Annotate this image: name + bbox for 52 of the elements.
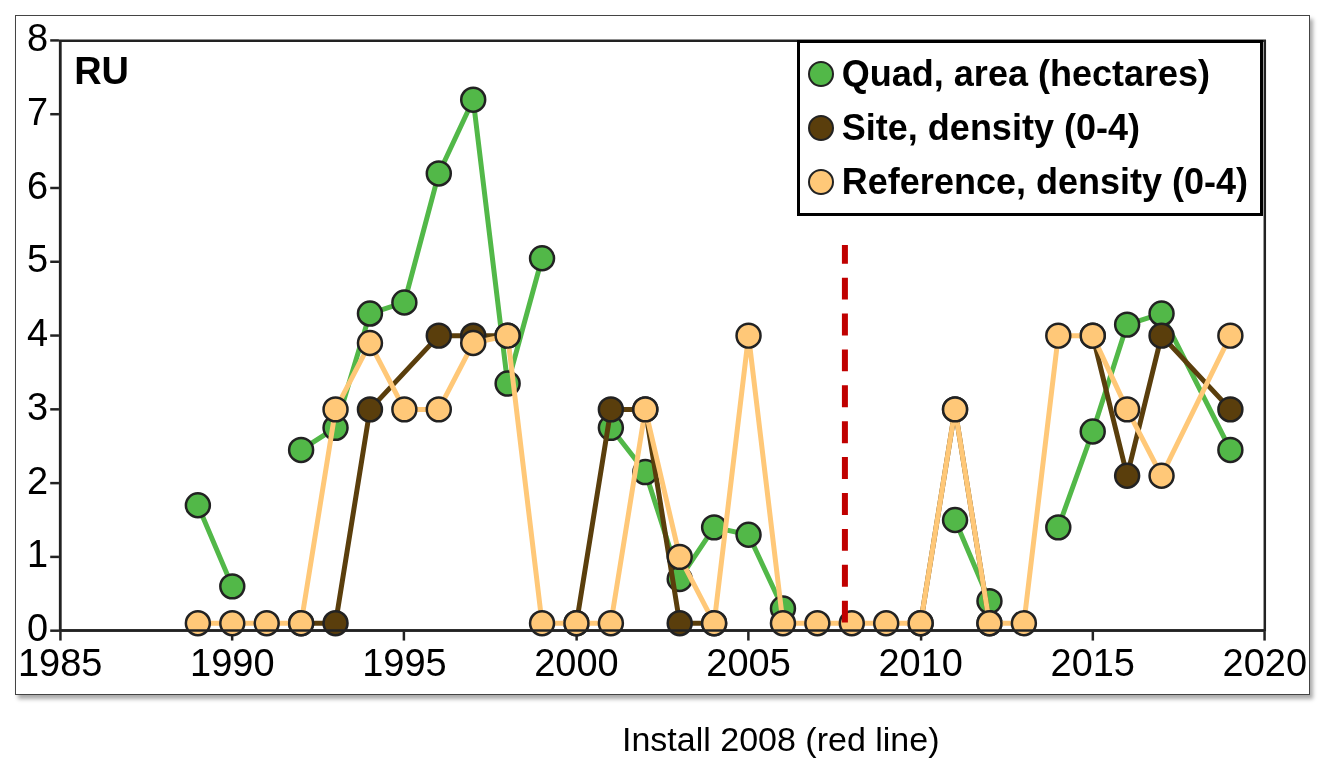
point [666,543,693,571]
y-tick-label: 3 [27,385,49,428]
point [391,289,418,316]
point [425,322,453,349]
point [356,396,384,423]
y-tick-label: 2 [27,459,49,502]
x-tick-label: 1995 [362,641,447,684]
point [528,245,556,272]
point [1148,462,1175,489]
x-tick-label: 1990 [190,641,275,684]
point [1113,396,1141,423]
point [219,573,246,600]
point [735,521,762,548]
point [1045,322,1072,349]
point [425,160,453,187]
point [1079,418,1106,445]
point [941,506,969,534]
point [735,322,762,349]
point [1217,436,1244,464]
point [597,396,625,423]
x-tick-label: 2015 [1050,641,1135,684]
point [425,396,453,423]
y-tick-label: 6 [27,164,49,207]
point [1148,322,1175,349]
x-tick-label: 2020 [1222,641,1307,684]
point [1217,322,1244,349]
point [459,86,487,113]
point [287,436,315,464]
y-tick-label: 4 [27,312,49,355]
legend-label: Site, density (0-4) [841,106,1140,150]
point [1113,311,1141,338]
y-tick-label: 1 [27,533,49,576]
x-tick-label: 2005 [706,641,791,684]
point [1148,300,1175,327]
point [391,396,418,423]
chart-title: RU [74,50,129,93]
y-tick-label: 8 [27,17,49,60]
y-tick-label: 5 [27,238,49,281]
point [322,396,349,423]
text: Install 2008 (red line) [622,720,940,759]
point [1217,396,1244,423]
legend-label: Quad, area (hectares) [841,52,1210,96]
x-tick-label: 2010 [878,641,963,684]
x-tick-label: 2000 [534,641,619,684]
point [1113,462,1141,489]
y-tick-label: 7 [27,90,49,133]
point [356,300,384,327]
point [356,329,384,357]
point [459,329,487,357]
point [1045,514,1072,541]
legend-label: Reference, density (0-4) [841,160,1248,204]
point [184,492,212,519]
